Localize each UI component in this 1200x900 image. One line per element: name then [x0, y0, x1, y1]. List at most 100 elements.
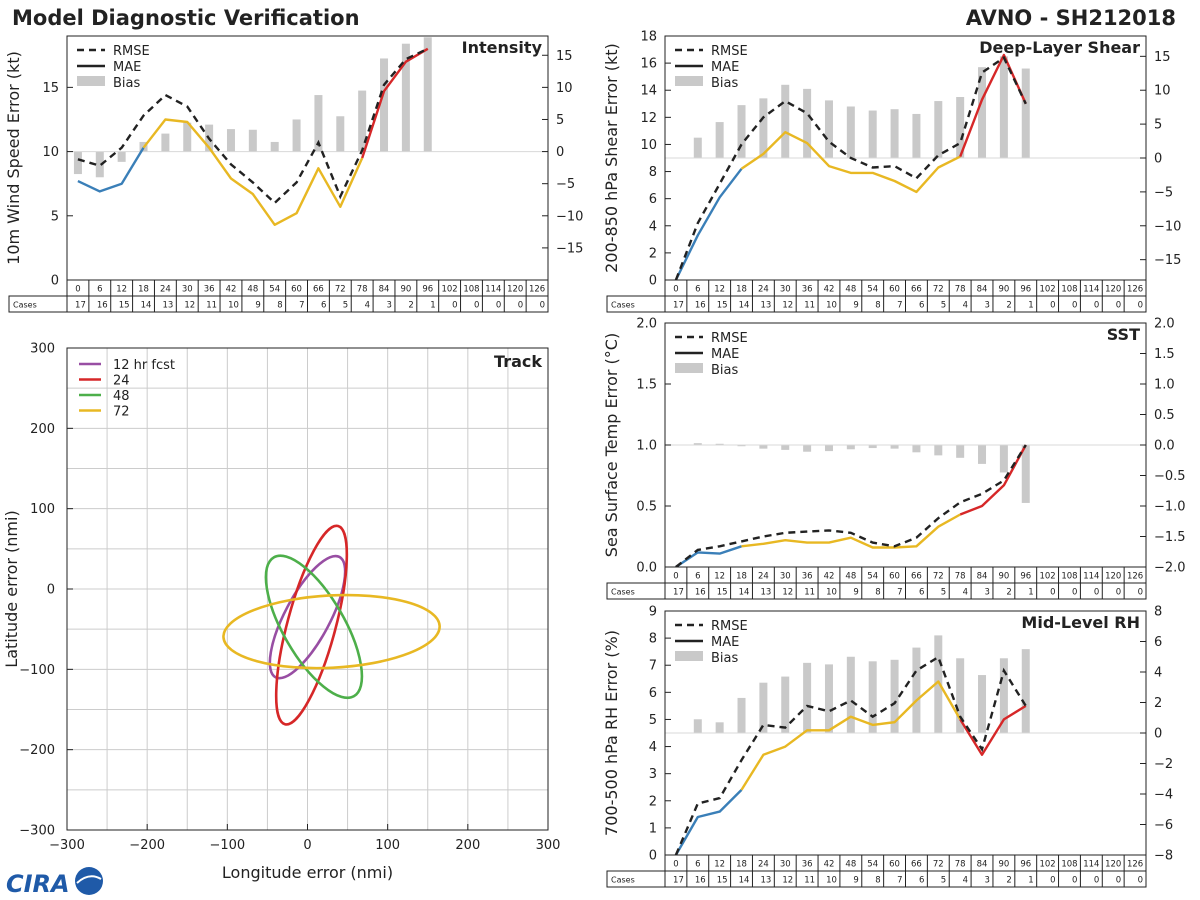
- bias-bar: [715, 722, 724, 733]
- forecast-hour-label: 96: [422, 285, 433, 295]
- cases-count-cell: 8: [875, 588, 880, 598]
- bias-bar: [358, 90, 367, 152]
- cases-count-cell: 5: [941, 876, 946, 886]
- cases-count-cell: 0: [1094, 588, 1099, 598]
- y-tick-label: 10: [640, 138, 657, 153]
- cases-count-cell: 0: [1116, 876, 1121, 886]
- legend-bias-label: Bias: [711, 651, 738, 666]
- cases-count-cell: 0: [1138, 301, 1143, 311]
- bias-tick-label: −15: [556, 241, 583, 256]
- forecast-hour-label: 108: [1061, 572, 1077, 582]
- bias-bar: [846, 106, 855, 158]
- cases-count-cell: 17: [75, 301, 86, 311]
- bias-bar: [868, 661, 877, 733]
- y-tick-label: 300: [30, 342, 55, 357]
- x-tick-label: 200: [455, 838, 480, 853]
- mae-series-line: [361, 47, 429, 159]
- cases-row-label: Cases: [611, 301, 635, 310]
- forecast-hour-label: 48: [845, 572, 856, 582]
- forecast-hour-label: 0: [75, 285, 80, 295]
- bias-bar: [999, 56, 1008, 159]
- cases-count-cell: 1: [1028, 876, 1033, 886]
- bias-bar: [956, 445, 965, 458]
- y-tick-label: 14: [640, 84, 657, 99]
- rmse-series-line: [674, 655, 1027, 856]
- legend-bias-swatch: [675, 651, 703, 661]
- bias-tick-label: −4: [1154, 788, 1173, 803]
- bias-bar: [978, 675, 987, 733]
- y-tick-label: 0: [649, 849, 657, 864]
- bias-bar: [737, 105, 746, 158]
- forecast-hour-label: 6: [695, 285, 700, 295]
- cases-count-cell: 12: [782, 876, 793, 886]
- bias-bar: [693, 137, 702, 158]
- bias-bar: [737, 697, 746, 733]
- bias-tick-label: 1.5: [1154, 347, 1175, 362]
- y-tick-label: 5: [51, 209, 59, 224]
- figure-title: Model Diagnostic Verification: [12, 6, 360, 30]
- forecast-hour-label: 18: [736, 285, 747, 295]
- forecast-hour-label: 6: [695, 572, 700, 582]
- bias-tick-label: 1.0: [1154, 378, 1175, 393]
- cases-count-cell: 12: [782, 588, 793, 598]
- model-storm-id: AVNO - SH212018: [966, 6, 1176, 30]
- cases-count-cell: 2: [1006, 588, 1011, 598]
- bias-bar: [912, 113, 921, 158]
- y-tick-label: 2.0: [636, 317, 657, 332]
- cases-count-cell: 0: [518, 301, 523, 311]
- bias-bar: [73, 151, 82, 175]
- bias-bar: [803, 662, 812, 733]
- forecast-hour-label: 12: [116, 285, 127, 295]
- y-tick-label: 9: [649, 605, 657, 620]
- cases-count-cell: 3: [985, 876, 990, 886]
- cases-row-label: Cases: [13, 301, 37, 310]
- cases-label-cell: [8, 295, 68, 313]
- bias-tick-label: −1.5: [1154, 530, 1186, 545]
- cases-count-cell: 14: [739, 301, 750, 311]
- cases-count-cell: 15: [119, 301, 130, 311]
- cases-count-cell: 13: [162, 301, 173, 311]
- bias-tick-label: −0.5: [1154, 469, 1186, 484]
- mae-series-line: [740, 130, 961, 194]
- bias-bar: [270, 141, 279, 152]
- cases-count-cell: 0: [1072, 588, 1077, 598]
- mae-series-line: [674, 168, 743, 281]
- cases-count-cell: 7: [897, 876, 902, 886]
- forecast-hour-label: 72: [933, 572, 944, 582]
- y-tick-label: 1.0: [636, 439, 657, 454]
- bias-bar: [226, 129, 235, 152]
- panel-title: Deep-Layer Shear: [979, 38, 1140, 57]
- forecast-hour-label: 36: [802, 572, 813, 582]
- cases-count-cell: 0: [1072, 876, 1077, 886]
- mae-series-line: [142, 118, 364, 227]
- y-axis-label: 10m Wind Speed Error (kt): [4, 51, 23, 265]
- y-axis-label: Sea Surface Temp Error (°C): [602, 333, 621, 557]
- y-tick-label: 18: [640, 30, 657, 45]
- forecast-hour-label: 78: [955, 572, 966, 582]
- cases-count-cell: 10: [826, 301, 837, 311]
- track-legend-label: 24: [113, 374, 130, 389]
- legend-bias-label: Bias: [711, 76, 738, 91]
- forecast-hour-label: 6: [695, 860, 700, 870]
- x-tick-label: −300: [49, 838, 85, 853]
- bias-tick-label: 0: [1154, 727, 1162, 742]
- forecast-hour-label: 30: [182, 285, 193, 295]
- cases-count-cell: 14: [739, 876, 750, 886]
- bias-tick-label: 2.0: [1154, 317, 1175, 332]
- forecast-hour-label: 114: [485, 285, 501, 295]
- cases-count-cell: 9: [853, 588, 858, 598]
- forecast-hour-label: 42: [824, 285, 835, 295]
- y-tick-label: 0.0: [636, 561, 657, 576]
- bias-tick-label: 15: [1154, 50, 1171, 65]
- forecast-hour-label: 36: [802, 860, 813, 870]
- forecast-hour-label: 12: [714, 572, 725, 582]
- y-tick-label: −100: [19, 663, 55, 678]
- cases-count-cell: 2: [1006, 301, 1011, 311]
- forecast-hour-label: 66: [313, 285, 324, 295]
- y-tick-label: 8: [649, 165, 657, 180]
- legend-bias-swatch: [675, 363, 703, 373]
- y-tick-label: 4: [649, 740, 657, 755]
- legend-bias-swatch: [77, 76, 105, 86]
- bias-bar: [737, 445, 746, 447]
